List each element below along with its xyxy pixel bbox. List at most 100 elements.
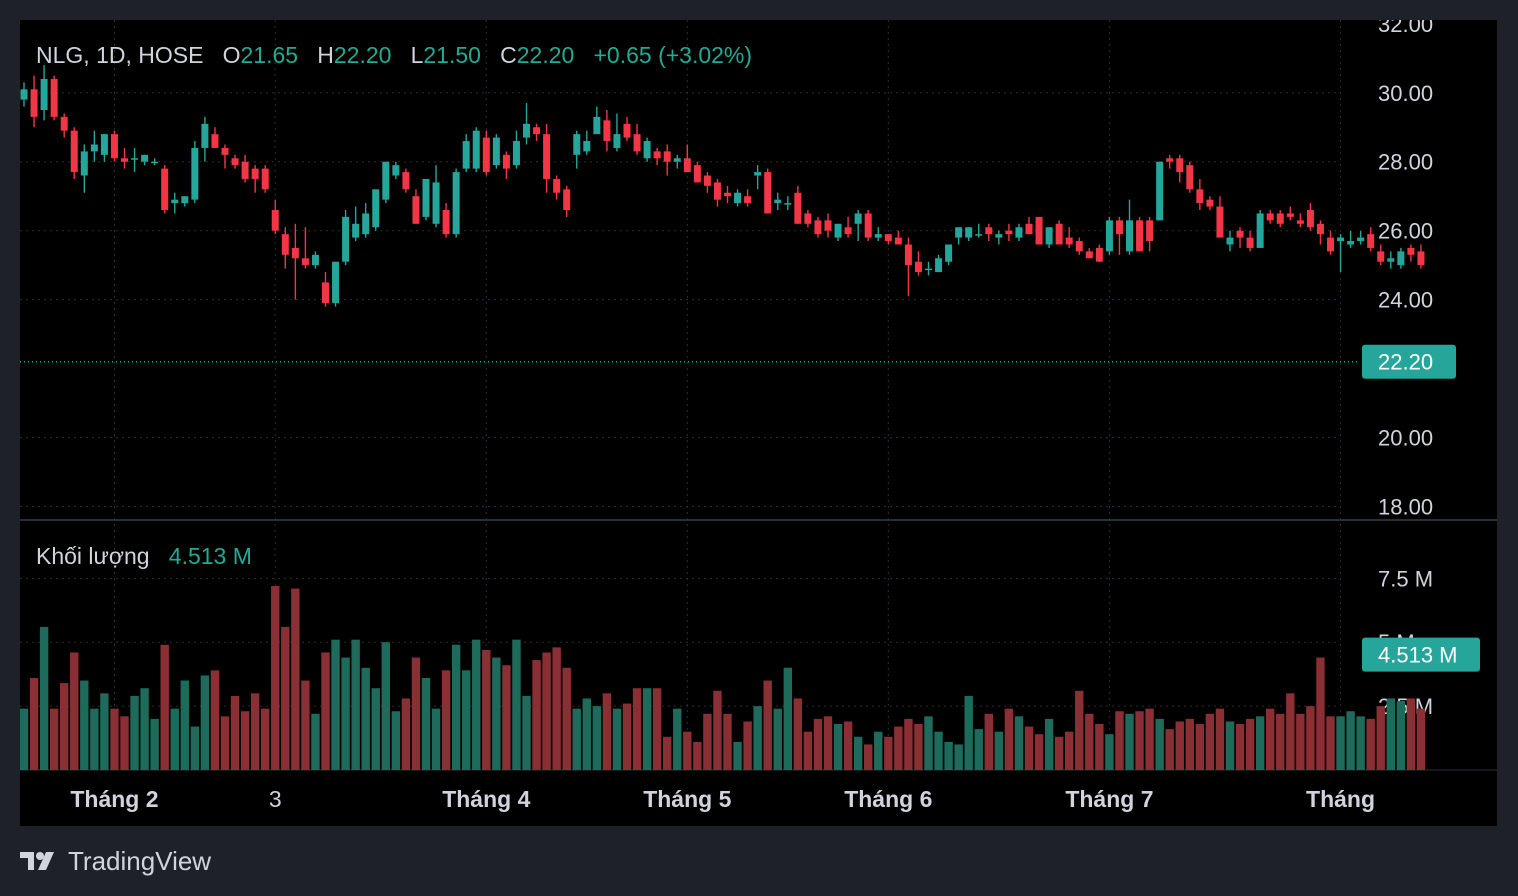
volume-bar [110, 708, 119, 770]
chart-svg[interactable]: 32.00 30.00 28.00 26.00 24.00 20.00 18.00 22.20… [20, 20, 1497, 826]
volume-bar [351, 639, 360, 770]
time-tick-label: Tháng [1306, 786, 1375, 812]
volume-bar [1346, 711, 1355, 770]
volume-bar [411, 657, 421, 770]
candle-body [1256, 213, 1264, 248]
volume-bar [622, 703, 632, 770]
volume-bar [1175, 721, 1184, 770]
close-label: C [500, 42, 517, 68]
candle-body [985, 227, 993, 235]
candle-body [603, 120, 611, 142]
high-value: 22.20 [333, 42, 392, 68]
volume-bar [683, 731, 692, 770]
volume-bar [371, 688, 380, 770]
candle-body [1176, 158, 1184, 173]
candle-body [1045, 227, 1053, 245]
volume-bar [1185, 718, 1194, 770]
tradingview-logo-icon [20, 852, 54, 870]
candle-body [251, 168, 259, 179]
candle-body [1236, 230, 1244, 238]
candle-body [432, 182, 440, 224]
volume-bar [1356, 716, 1365, 770]
candle-body [573, 134, 581, 155]
price-tick-label: 32.00 [1378, 20, 1433, 37]
volume-bar [331, 639, 340, 770]
high-label: H [317, 42, 334, 68]
volume-bar [1004, 708, 1014, 770]
volume-bar [1245, 718, 1255, 770]
candle-body [201, 123, 209, 148]
candle-body [1407, 247, 1415, 255]
candle-body [784, 203, 792, 205]
candle-body [40, 78, 48, 110]
time-tick-label: Tháng 2 [70, 786, 158, 812]
volume-bar [773, 708, 782, 770]
candle-body [482, 137, 490, 173]
volume-bar [1366, 718, 1375, 770]
candle-body [241, 161, 249, 179]
volume-bar [180, 680, 189, 770]
volume-bar [1296, 713, 1305, 770]
candle-body [1206, 199, 1214, 207]
volume-bar [130, 695, 139, 770]
candle-body [141, 154, 149, 162]
volume-bar [492, 657, 501, 770]
candle-body [764, 172, 772, 214]
candle-body [533, 127, 541, 135]
candle-body [191, 147, 199, 200]
chart-frame[interactable]: 32.00 30.00 28.00 26.00 24.00 20.00 18.00 22.20… [20, 20, 1497, 826]
volume-bar [271, 586, 280, 770]
tradingview-brand[interactable]: TradingView [20, 845, 211, 877]
candle-body [673, 158, 681, 162]
volume-bar [813, 718, 823, 770]
candle-body [864, 213, 872, 238]
candle-body [653, 151, 661, 159]
price-tick-label: 24.00 [1378, 288, 1433, 313]
candle-body [171, 199, 179, 204]
candle-body [1266, 213, 1274, 221]
candle-body [935, 258, 943, 273]
volume-bar [853, 736, 863, 770]
volume-bar [381, 642, 390, 770]
volume-bar [542, 652, 551, 770]
candle-body [301, 258, 309, 266]
volume-bar [874, 731, 883, 770]
close-value: 22.20 [516, 42, 575, 68]
candle-body [1377, 251, 1385, 262]
volume-bar [401, 698, 411, 770]
volume-bar [884, 736, 893, 770]
volume-bar [1276, 713, 1285, 770]
candle-body [512, 141, 520, 166]
volume-bar [1326, 716, 1335, 770]
candle-body [884, 234, 892, 242]
candle-body [1327, 237, 1334, 252]
volume-value: 4.513 M [168, 543, 252, 569]
candle-body [60, 116, 68, 131]
volume-bar [1396, 701, 1406, 770]
price-tick-label: 30.00 [1378, 81, 1433, 106]
candle-body [904, 244, 912, 266]
volume-bar [753, 706, 762, 770]
volume-bar [934, 731, 943, 770]
volume-bar [1205, 713, 1215, 770]
volume-bar [70, 652, 79, 770]
candle-body [824, 220, 832, 231]
candle-body [261, 168, 269, 190]
volume-bar [1054, 736, 1064, 770]
candle-body [1166, 158, 1174, 162]
candle-body [412, 196, 420, 224]
candle-body [1035, 216, 1043, 245]
volume-bar [451, 644, 461, 770]
volume-bar [1195, 724, 1205, 770]
candle-body [854, 213, 862, 224]
volume-bar [974, 729, 983, 770]
candle-body [593, 116, 601, 135]
candle-body [523, 123, 530, 138]
candle-body [131, 158, 139, 160]
volume-bar [1286, 693, 1295, 770]
candle-body [1126, 220, 1133, 252]
candle-body [874, 234, 882, 238]
volume-bar [1125, 713, 1134, 770]
volume-bar [783, 667, 792, 770]
volume-bar [532, 660, 541, 770]
